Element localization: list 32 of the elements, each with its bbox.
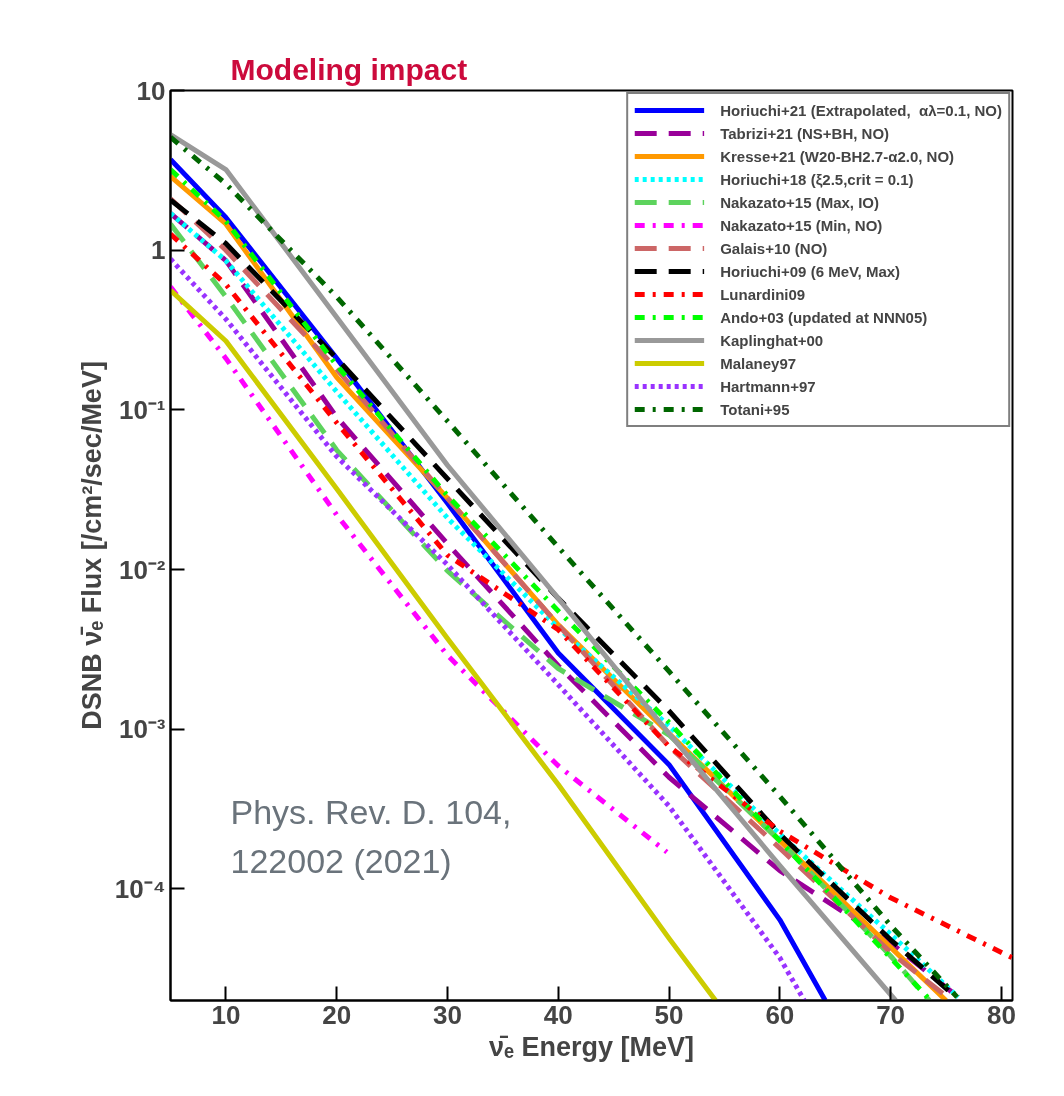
chart-title: Modeling impact [230, 52, 468, 86]
x-tick-label: 30 [433, 999, 462, 1030]
x-tick-label: 60 [765, 999, 795, 1030]
y-tick-label: 10⁻¹ [118, 394, 166, 425]
y-tick-label: 10⁻³ [118, 714, 166, 745]
x-tick-label: 80 [986, 999, 1016, 1030]
legend-label: Malaney97 [720, 353, 797, 373]
legend-label: Galais+10 (NO) [720, 238, 828, 258]
y-tick-label: 10⁻² [118, 554, 166, 585]
x-tick-label: 50 [654, 999, 684, 1030]
legend-label: Nakazato+15 (Max, IO) [720, 192, 879, 212]
legend-label: Horiuchi+09 (6 MeV, Max) [720, 261, 901, 281]
legend-label: Totani+95 [720, 399, 790, 419]
x-tick-label: 40 [543, 999, 573, 1030]
legend-label: Tabrizi+21 (NS+BH, NO) [720, 123, 890, 143]
x-tick-label: 70 [876, 999, 906, 1030]
legend-label: Nakazato+15 (Min, NO) [720, 215, 883, 235]
y-tick-label: 10⁻⁴ [114, 873, 166, 904]
legend-label: Ando+03 (updated at NNN05) [720, 307, 928, 327]
legend-label: Horiuchi+21 (Extrapolated, αλ=0.1, NO) [720, 100, 1002, 120]
legend-label: Hartmann+97 [720, 376, 816, 396]
legend-label: Lunardini09 [720, 284, 806, 304]
y-tick-label: 10 [136, 75, 166, 106]
x-tick-label: 10 [211, 999, 241, 1030]
annotation: Phys. Rev. D. 104, 122002 (2021) [230, 793, 512, 881]
legend-label: Kaplinghat+00 [720, 330, 824, 350]
y-axis-title: DSNB ν̄ₑ Flux [/cm²/sec/MeV] [76, 361, 107, 730]
x-tick-label: 20 [322, 999, 352, 1030]
x-axis-title: ν̄ₑ Energy [MeV] [488, 1031, 695, 1062]
legend-label: Horiuchi+18 (ξ2.5,crit = 0.1) [720, 169, 914, 189]
y-tick-label: 1 [151, 235, 166, 266]
legend-label: Kresse+21 (W20-BH2.7-α2.0, NO) [720, 146, 955, 166]
